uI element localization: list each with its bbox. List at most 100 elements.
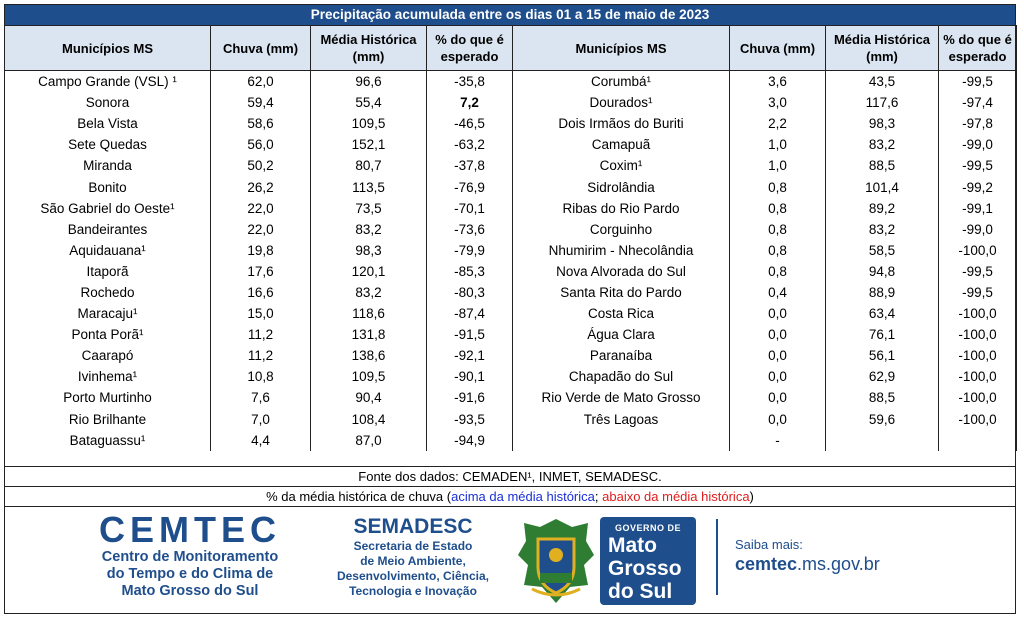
right-chuva-cell: 0,8 [729, 260, 826, 282]
right-pct-cell: -99,5 [938, 281, 1017, 304]
right-pct-cell: -100,0 [938, 387, 1017, 409]
left-pct-cell: -92,1 [426, 345, 513, 367]
header-pct-right: % do que é esperado [938, 25, 1017, 71]
right-chuva-cell: 0,8 [729, 218, 826, 240]
left-media-cell: 80,7 [310, 155, 427, 177]
left-media-cell: 108,4 [310, 408, 427, 430]
right-chuva-cell: 1,0 [729, 155, 826, 177]
right-media-cell: 98,3 [825, 113, 939, 135]
legend-above: acima da média histórica [451, 489, 595, 504]
header-row: Municípios MS Chuva (mm) Média Histórica… [4, 25, 1017, 71]
right-media-cell: 89,2 [825, 197, 939, 219]
left-media-cell: 83,2 [310, 218, 427, 240]
left-media-cell: 55,4 [310, 92, 427, 114]
right-pct-cell: -100,0 [938, 239, 1017, 261]
precipitation-table: Municípios MS Chuva (mm) Média Histórica… [4, 25, 1017, 451]
table-row: Sete Quedas 56,0 152,1 -63,2 Camapuã 1,0 83,2-… [4, 134, 1017, 156]
right-pct-cell: -99,5 [938, 70, 1017, 93]
table-row: São Gabriel do Oeste¹ 22,0 73,5 -70,1 Ribas … [4, 197, 1017, 219]
left-municipio-cell: Rio Brilhante [4, 408, 211, 430]
table-row: Ponta Porã¹ 11,2 131,8 -91,5 Água Clara 0,0 76… [4, 324, 1017, 346]
left-pct-cell: 7,2 [426, 92, 513, 114]
left-chuva-cell: 58,6 [210, 113, 311, 135]
table-title: Precipitação acumulada entre os dias 01 … [4, 4, 1016, 25]
right-pct-cell: -99,1 [938, 197, 1017, 219]
left-media-cell: 87,0 [310, 429, 427, 451]
right-chuva-cell: 0,0 [729, 303, 826, 325]
header-municipio-right: Municípios MS [512, 25, 730, 71]
right-municipio-cell: Costa Rica [512, 303, 730, 325]
left-municipio-cell: Ivinhema¹ [4, 366, 211, 388]
left-media-cell: 131,8 [310, 324, 427, 346]
left-pct-cell: -91,6 [426, 387, 513, 409]
right-municipio-cell: Nova Alvorada do Sul [512, 260, 730, 282]
left-media-cell: 118,6 [310, 303, 427, 325]
right-chuva-cell: 0,8 [729, 176, 826, 198]
left-chuva-cell: 15,0 [210, 303, 311, 325]
left-chuva-cell: 10,8 [210, 366, 311, 388]
right-chuva-cell: 0,4 [729, 281, 826, 304]
right-municipio-cell: Três Lagoas [512, 408, 730, 430]
semadesc-logo: SEMADESC Secretaria de Estado de Meio Am… [336, 515, 490, 598]
right-pct-cell: -99,0 [938, 134, 1017, 156]
right-municipio-cell: Nhumirim - Nhecolândia [512, 239, 730, 261]
website-link[interactable]: cemtec.ms.gov.br [735, 554, 880, 574]
table-row: Porto Murtinho 7,6 90,4 -91,6 Rio Verde de M… [4, 387, 1017, 409]
governo-ms-logo: GOVERNO DE Mato Grosso do Sul [600, 517, 696, 605]
left-pct-cell: -87,4 [426, 303, 513, 325]
table-row: Aquidauana¹ 19,8 98,3 -79,9 Nhumirim - Nheco… [4, 239, 1017, 261]
left-media-cell: 96,6 [310, 70, 427, 93]
table-row: Caarapó 11,2 138,6 -92,1 Paranaíba 0,0 56,1 -10… [4, 345, 1017, 367]
right-pct-cell: -99,2 [938, 176, 1017, 198]
header-chuva-right: Chuva (mm) [729, 25, 826, 71]
left-chuva-cell: 4,4 [210, 429, 311, 451]
table-row: Bela Vista 58,6 109,5 -46,5 Dois Irmãos do B… [4, 113, 1017, 135]
left-media-cell: 113,5 [310, 176, 427, 198]
right-media-cell: 101,4 [825, 176, 939, 198]
table-row: Rio Brilhante 7,0 108,4 -93,5 Três Lagoas 0,0… [4, 408, 1017, 430]
left-chuva-cell: 59,4 [210, 92, 311, 114]
left-media-cell: 109,5 [310, 113, 427, 135]
right-media-cell: 43,5 [825, 70, 939, 93]
right-municipio-cell: Camapuã [512, 134, 730, 156]
right-municipio-cell: Água Clara [512, 324, 730, 346]
table-row: Miranda 50,2 80,7 -37,8 Coxim¹ 1,0 88,5 -99,5 [4, 155, 1017, 177]
left-municipio-cell: Bandeirantes [4, 218, 211, 240]
right-chuva-cell: 2,2 [729, 113, 826, 135]
right-media-cell: 94,8 [825, 260, 939, 282]
right-chuva-cell: 0,0 [729, 324, 826, 346]
left-municipio-cell: Miranda [4, 155, 211, 177]
left-chuva-cell: 17,6 [210, 260, 311, 282]
right-chuva-cell: 0,0 [729, 408, 826, 430]
right-media-cell: 88,9 [825, 281, 939, 304]
left-chuva-cell: 62,0 [210, 70, 311, 93]
table-row: Rochedo 16,6 83,2 -80,3 Santa Rita do Pardo 0… [4, 281, 1017, 304]
right-pct-cell: -99,5 [938, 155, 1017, 177]
website-info: Saiba mais: cemtec.ms.gov.br [735, 537, 880, 574]
color-legend: % da média histórica de chuva (acima da … [4, 486, 1016, 507]
left-municipio-cell: Ponta Porã¹ [4, 324, 211, 346]
left-chuva-cell: 11,2 [210, 324, 311, 346]
left-municipio-cell: Campo Grande (VSL) ¹ [4, 70, 211, 93]
data-source-note: Fonte dos dados: CEMADEN¹, INMET, SEMADE… [4, 466, 1016, 487]
coat-of-arms-icon [518, 519, 594, 603]
left-chuva-cell: 22,0 [210, 218, 311, 240]
left-municipio-cell: Porto Murtinho [4, 387, 211, 409]
right-municipio-cell: Dois Irmãos do Buriti [512, 113, 730, 135]
right-municipio-cell: Dourados¹ [512, 92, 730, 114]
left-pct-cell: -91,5 [426, 324, 513, 346]
right-pct-cell: -99,5 [938, 260, 1017, 282]
left-media-cell: 90,4 [310, 387, 427, 409]
left-municipio-cell: Itaporã [4, 260, 211, 282]
left-chuva-cell: 16,6 [210, 281, 311, 304]
left-media-cell: 73,5 [310, 197, 427, 219]
left-pct-cell: -80,3 [426, 281, 513, 304]
right-pct-cell: -97,4 [938, 92, 1017, 114]
left-municipio-cell: Bataguassu¹ [4, 429, 211, 451]
right-chuva-cell: 0,8 [729, 239, 826, 261]
cemtec-logo: CEMTEC Centro de Monitoramento do Tempo … [99, 509, 281, 600]
legend-below: abaixo da média histórica [602, 489, 750, 504]
logos-footer: CEMTEC Centro de Monitoramento do Tempo … [4, 506, 1016, 615]
left-municipio-cell: Caarapó [4, 345, 211, 367]
header-media-right: Média Histórica (mm) [825, 25, 939, 71]
